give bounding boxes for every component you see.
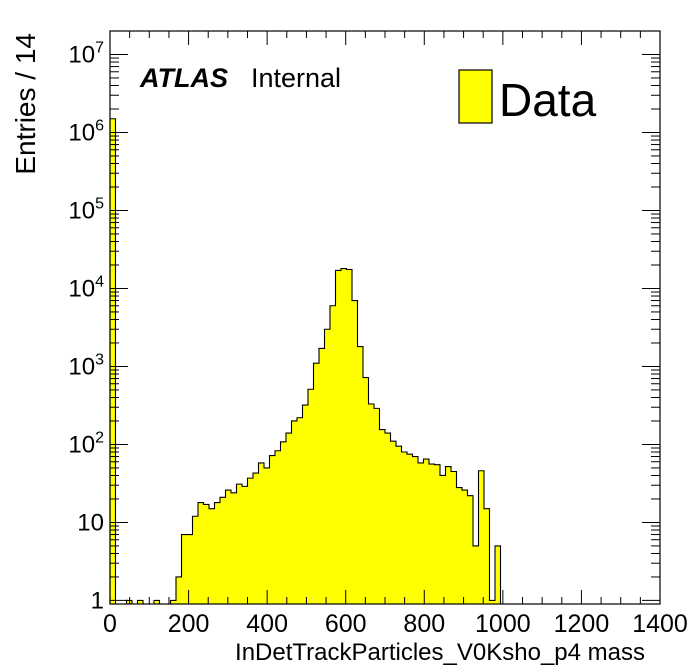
x-tick-label: 1000 [475, 610, 531, 638]
legend-label: Data [499, 74, 597, 126]
histogram-bar [220, 497, 226, 604]
histogram-bar [484, 508, 490, 604]
histogram-bar [495, 545, 501, 604]
histogram-bar [231, 492, 237, 604]
histogram-bar [192, 516, 198, 604]
histogram-bar [434, 464, 440, 604]
histogram-bar [275, 450, 281, 604]
histogram-bar [368, 404, 374, 604]
histogram-bar [324, 329, 330, 604]
histogram-bar [407, 454, 413, 604]
histogram-bar [302, 405, 308, 604]
legend-swatch [458, 69, 493, 124]
histogram-bar [456, 487, 462, 604]
x-tick-label: 200 [168, 610, 210, 638]
y-tick-label: 102 [68, 429, 104, 458]
histogram-bar [225, 490, 231, 604]
histogram-bar [489, 600, 495, 604]
histogram-bar [247, 478, 253, 604]
y-tick-label: 10 [77, 509, 104, 536]
y-tick-label: 106 [68, 117, 104, 146]
histogram-bar [308, 389, 314, 604]
histogram-bar [154, 600, 160, 604]
histogram-bar [440, 475, 446, 604]
histogram-bar [187, 534, 193, 604]
y-tick-label: 104 [68, 273, 104, 302]
histogram-bar [352, 300, 358, 604]
histogram-bar [137, 600, 143, 604]
histogram-bar [203, 504, 209, 604]
y-axis-label: Entries / 14 [10, 33, 41, 175]
histogram-bar [253, 473, 259, 604]
histogram-bar [445, 466, 451, 604]
histogram-bar [390, 441, 396, 604]
histogram-bar [429, 464, 435, 604]
x-tick-label: 600 [325, 610, 367, 638]
histogram-bar [286, 433, 292, 604]
histogram-outline [109, 118, 502, 605]
histogram-bar [462, 490, 468, 604]
x-tick-label: 800 [403, 610, 445, 638]
histogram-bar [396, 446, 402, 604]
x-axis-label: InDetTrackParticles_V0Ksho_p4 mass [235, 639, 645, 666]
atlas-internal-text: Internal [251, 63, 341, 93]
histogram-bar [209, 508, 215, 604]
histogram-bar [385, 433, 391, 604]
histogram-bar [335, 270, 341, 604]
y-tick-label: 105 [68, 195, 104, 224]
atlas-bold-text: ATLAS [139, 63, 228, 93]
histogram-bar [418, 462, 424, 604]
histogram-bar [242, 486, 248, 604]
axes-layer [109, 30, 661, 605]
y-tick-label: 1 [91, 587, 104, 614]
y-tick-label: 103 [68, 351, 104, 380]
y-tick-label: 107 [68, 39, 104, 68]
histogram-bar [478, 470, 484, 604]
histogram-bar [258, 462, 264, 604]
histogram-bar [176, 576, 182, 604]
bars-layer [109, 118, 502, 605]
atlas-label: ATLAS Internal [139, 63, 341, 93]
histogram-bar [379, 429, 385, 604]
histogram-bar [291, 420, 297, 604]
histogram-bar [401, 452, 407, 604]
histogram-bar [346, 269, 352, 604]
histogram-bar [297, 417, 303, 604]
histogram-bar [313, 363, 319, 604]
histogram-bar [467, 495, 473, 604]
histogram-bar [451, 471, 457, 604]
legend: Data [458, 69, 597, 126]
x-tick-label: 1400 [632, 610, 688, 638]
x-tick-label: 400 [246, 610, 288, 638]
histogram-bar [269, 455, 275, 604]
histogram-bar [357, 346, 363, 604]
histogram-bar [214, 502, 220, 604]
labels-layer: 0 200 400 600 800 1000 1200 1400 1 10 102 103 104 105… [68, 39, 687, 638]
histogram-bar [280, 441, 286, 604]
histogram-bar [236, 484, 242, 604]
histogram-bar [330, 305, 336, 604]
histogram-bar [473, 545, 479, 604]
histogram-bar [110, 118, 116, 604]
histogram-bar [198, 502, 204, 604]
histogram-bar [363, 377, 369, 604]
histogram-bar [319, 348, 325, 604]
histogram-bar [341, 268, 347, 604]
histogram-bar [412, 456, 418, 604]
histogram-bar [170, 600, 176, 604]
histogram-bar [374, 408, 380, 604]
histogram-bar [181, 534, 187, 604]
x-tick-label: 1200 [554, 610, 610, 638]
histogram-bar [423, 459, 429, 604]
x-tick-label: 0 [103, 610, 117, 638]
histogram-bar [264, 467, 270, 604]
